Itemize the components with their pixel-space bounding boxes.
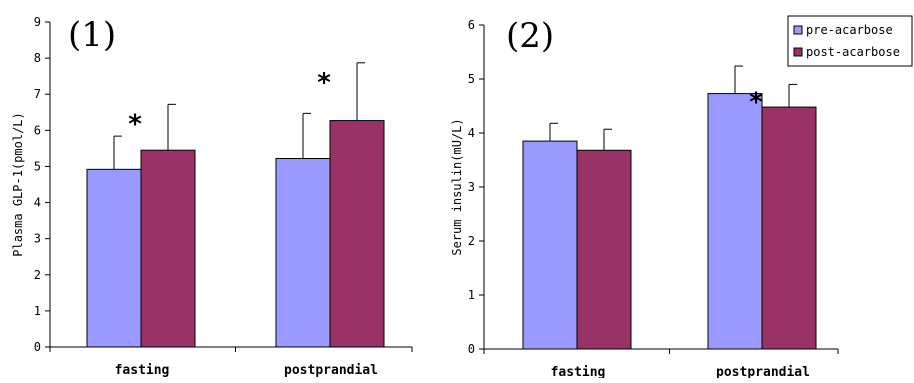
legend-label-post-acarbose: post-acarbose [806,45,900,59]
bar-pre-acarbose-fasting [86,168,142,348]
legend-swatch-pre-acarbose [793,25,803,35]
significance-star-0: * [128,109,142,139]
y-tick-label: 3 [34,232,41,246]
y-tick-label: 5 [468,72,475,86]
y-tick-label: 2 [34,268,41,282]
bar-pre-acarbose-postprandial [275,158,331,348]
y-tick-label: 0 [34,340,41,354]
bar-post-acarbose-postprandial [761,106,817,350]
x-category-label-postprandial: postprandial [716,365,810,378]
panel-label: (2) [506,16,554,56]
y-tick-label: 4 [468,126,475,140]
y-tick-label: 5 [34,159,41,173]
y-tick-label: 1 [468,288,475,302]
x-category-label-fasting: fasting [115,363,170,378]
y-tick-label: 2 [468,234,475,248]
bar-pre-acarbose-fasting [522,140,578,350]
significance-star-0: * [749,87,763,117]
y-tick-label: 7 [34,87,41,101]
legend-box [787,15,913,67]
y-tick-label: 6 [34,123,41,137]
y-tick-label: 9 [34,15,41,29]
y-axis-label: Plasma GLP-1(pmol/L) [11,112,25,257]
x-category-label-fasting: fasting [551,365,606,378]
y-tick-label: 6 [468,18,475,32]
legend-label-pre-acarbose: pre-acarbose [806,23,893,37]
legend-swatch-post-acarbose [793,47,803,57]
bar-pre-acarbose-postprandial [707,93,763,350]
y-axis-label: Serum insulin(mU/L) [450,118,464,255]
y-tick-label: 0 [468,342,475,356]
x-category-label-postprandial: postprandial [284,363,378,378]
bar-post-acarbose-fasting [140,149,196,348]
significance-star-1: * [317,68,331,98]
bar-post-acarbose-fasting [576,149,632,350]
y-tick-label: 1 [34,304,41,318]
panel-label: (1) [68,15,116,55]
y-tick-label: 4 [34,196,41,210]
y-tick-label: 3 [468,180,475,194]
bar-post-acarbose-postprandial [329,120,385,348]
y-tick-label: 8 [34,51,41,65]
